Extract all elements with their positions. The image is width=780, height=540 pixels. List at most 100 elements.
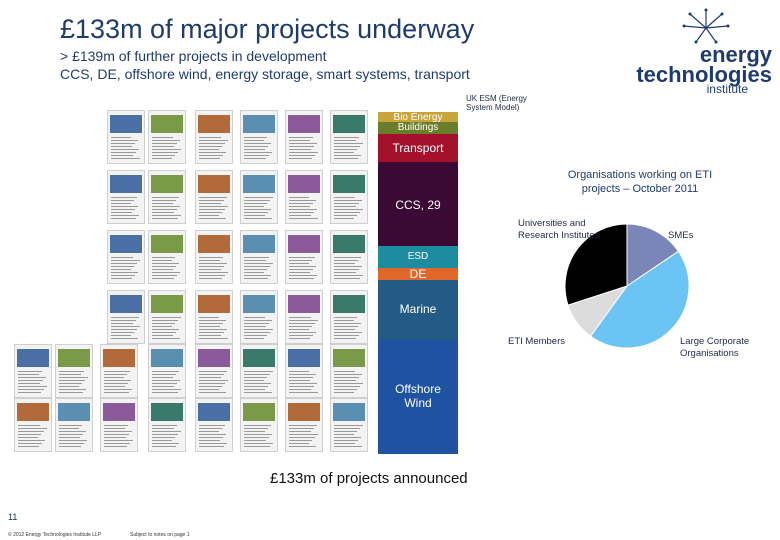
thumbnail-text-line [152,443,179,444]
thumbnail-text-line [199,440,220,441]
thumbnail-text-line [199,152,226,153]
thumbnail-text-line [152,215,181,216]
thumbnail-text-line [334,443,355,444]
thumbnail-text-line [244,203,267,204]
thumbnail-text-line [289,275,317,276]
thumbnail-image [58,349,90,367]
thumbnail-image [288,175,320,193]
thumbnail-image [333,235,365,253]
thumbnail-text-line [59,437,80,438]
thumbnail-text-line [152,209,177,210]
thumbnail-text-line [59,383,82,384]
bar-segment-offshore-wind: Offshore Wind [378,340,458,454]
pie-slice-universities [564,223,628,306]
project-thumbnail [330,290,368,344]
thumbnail-text-line [104,371,130,372]
thumbnail-text-line [104,431,132,432]
thumbnail-text-line [289,329,309,330]
thumbnail-text-line [152,272,180,273]
thumbnail-text-line [199,263,227,264]
thumbnail-text-line [111,338,138,339]
project-thumbnail [148,230,186,284]
project-thumbnail [195,110,233,164]
thumbnail-text-line [199,278,222,279]
project-thumbnail [285,398,323,452]
footer-note: Subject to notes on page 1 [130,532,190,538]
project-thumbnail [240,230,278,284]
thumbnail-text-line [289,386,314,387]
thumbnail-text-line [111,272,138,273]
thumbnail-image [243,403,275,421]
thumbnail-text-line [18,392,41,393]
bar-caption: £133m of projects announced [270,470,468,487]
thumbnail-text-line [152,317,181,318]
thumbnail-text-line [289,278,314,279]
thumbnail-image [151,295,183,313]
thumbnail-text-line [152,386,174,387]
thumbnail-text-line [244,332,270,333]
thumbnail-text-line [244,152,272,153]
thumbnail-text-line [334,437,361,438]
thumbnail-text-line [59,386,79,387]
thumbnail-text-line [152,149,181,150]
thumbnail-text-line [244,323,269,324]
thumbnail-text-line [152,146,174,147]
thumbnail-image [110,295,142,313]
thumbnail-text-line [199,326,220,327]
thumbnail-text-line [111,212,132,213]
project-thumbnail [148,290,186,344]
thumbnail-image [198,235,230,253]
thumbnail-text-line [199,149,219,150]
thumbnail-text-line [199,383,225,384]
thumbnail-text-line [152,320,178,321]
logo-text-technologies: technologies [636,62,772,87]
thumbnail-text-line [111,323,133,324]
thumbnail-text-line [289,431,311,432]
thumbnail-image [151,175,183,193]
bar-segment-esd: ESD [378,246,458,268]
project-thumbnail [330,398,368,452]
thumbnail-text-line [104,377,124,378]
thumbnail-text-line [18,374,39,375]
thumbnail-text-line [244,386,268,387]
project-thumbnail [195,170,233,224]
thumbnail-text-line [104,389,132,390]
thumbnail-text-line [334,206,356,207]
thumbnail-text-line [199,158,220,159]
thumbnail-text-line [152,212,174,213]
thumbnail-text-line [199,137,221,138]
thumbnail-image [288,115,320,133]
thumbnail-image [151,115,183,133]
thumbnail-text-line [244,431,265,432]
pie-slice-large [589,250,690,349]
thumbnail-text-line [111,218,136,219]
thumbnail-text-line [289,371,309,372]
thumbnail-text-line [152,278,174,279]
thumbnail-text-line [334,260,358,261]
thumbnail-text-line [244,197,273,198]
thumbnail-text-line [152,431,181,432]
thumbnail-text-line [244,428,268,429]
thumbnail-text-line [244,425,271,426]
thumbnail-text-line [334,425,363,426]
thumbnail-text-line [334,155,361,156]
thumbnail-text-line [334,329,355,330]
thumbnail-text-line [199,215,219,216]
thumbnail-text-line [152,338,180,339]
project-thumbnail [285,344,323,398]
subtitle-line-1: > £139m of further projects in developme… [60,48,327,64]
thumbnail-text-line [289,269,313,270]
thumbnail-text-line [244,278,268,279]
thumbnail-text-line [199,317,219,318]
thumbnail-text-line [152,275,177,276]
thumbnail-text-line [152,137,173,138]
thumbnail-text-line [244,326,266,327]
thumbnail-text-line [152,392,178,393]
thumbnail-text-line [244,338,264,339]
project-thumbnail [100,398,138,452]
thumbnail-image [243,115,275,133]
thumbnail-text-line [152,206,180,207]
thumbnail-text-line [244,389,265,390]
bar-segment-marine: Marine [378,280,458,340]
thumbnail-text-line [199,386,222,387]
